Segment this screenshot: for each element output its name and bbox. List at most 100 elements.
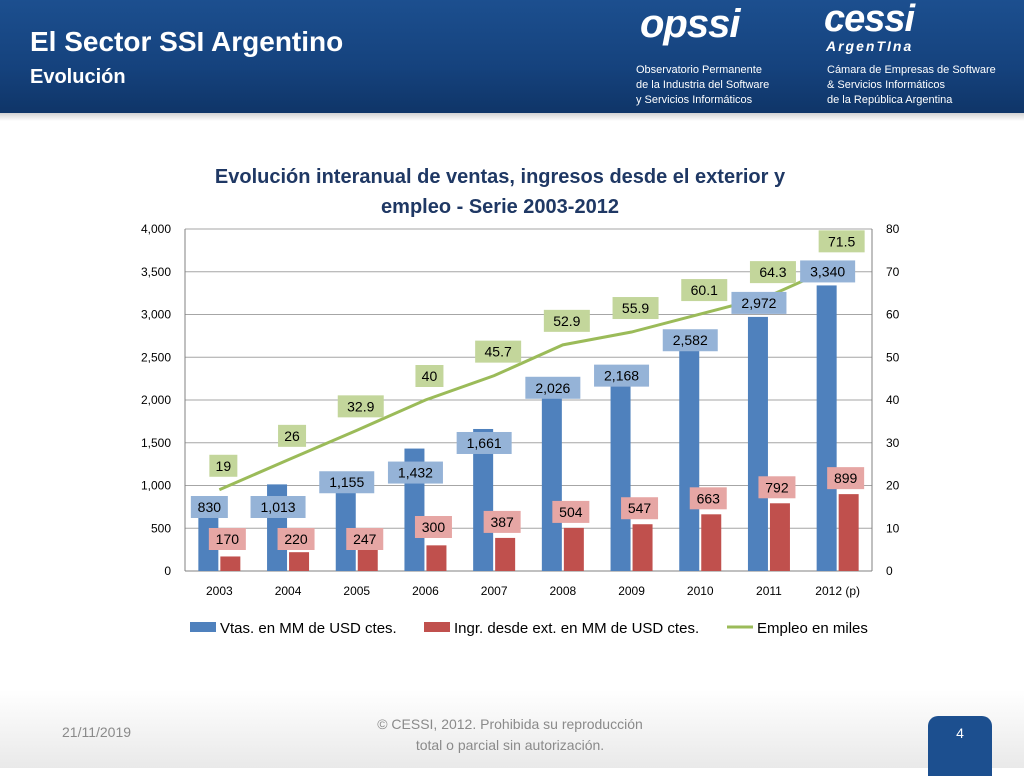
sales-bar	[541, 397, 562, 571]
employment-data-label-box	[278, 424, 307, 447]
left-axis-tick-label: 4,000	[141, 222, 171, 236]
employment-data-label: 26	[284, 428, 300, 444]
sales-data-label: 2,026	[535, 380, 570, 396]
sales-data-label: 2,168	[604, 368, 639, 384]
right-axis-tick-label: 0	[886, 564, 893, 578]
copyright-line: total o parcial sin autorización.	[415, 737, 605, 753]
exports-bar	[769, 503, 790, 571]
exports-data-label-box	[414, 516, 452, 538]
employment-data-label: 32.9	[347, 398, 374, 414]
sales-data-label: 2,972	[741, 295, 776, 311]
exports-bar	[701, 514, 722, 571]
employment-data-label-box	[543, 309, 590, 332]
employment-data-label-box	[681, 279, 728, 302]
sales-data-label-box	[731, 291, 787, 314]
exports-bar	[426, 545, 447, 571]
sales-data-label: 1,155	[329, 474, 364, 490]
sales-data-label-box	[456, 431, 512, 454]
sales-data-label: 3,340	[810, 263, 845, 279]
chart-title-line: empleo - Serie 2003-2012	[381, 196, 619, 218]
x-axis-tick-label: 2007	[481, 584, 508, 598]
opssi-line: de la Industria del Software	[636, 79, 770, 91]
sales-data-label: 1,661	[467, 435, 502, 451]
employment-data-label: 19	[216, 458, 232, 474]
exports-data-label: 170	[216, 531, 240, 547]
footer-copyright: © CESSI, 2012. Prohibida su reproducción…	[340, 714, 680, 756]
sales-data-label: 830	[198, 499, 222, 515]
x-axis-tick-label: 2010	[687, 584, 714, 598]
x-axis-tick-label: 2012 (p)	[815, 584, 860, 598]
left-axis-tick-label: 1,000	[141, 479, 171, 493]
sales-data-label-box	[250, 496, 306, 518]
exports-data-label: 504	[559, 504, 583, 520]
sales-data-label-box	[190, 496, 228, 518]
employment-data-label-box	[475, 340, 522, 363]
exports-data-label-box	[277, 528, 315, 550]
chart-title-line: Evolución interanual de ventas, ingresos…	[214, 166, 786, 188]
employment-data-label: 71.5	[828, 233, 855, 249]
exports-data-label: 792	[765, 479, 789, 495]
x-axis-tick-label: 2005	[343, 584, 370, 598]
exports-data-label-box	[208, 528, 246, 550]
right-axis-tick-label: 40	[886, 393, 900, 407]
exports-bar	[220, 556, 241, 571]
exports-data-label-box	[758, 476, 796, 499]
sales-data-label-box	[594, 364, 650, 387]
x-axis-tick-label: 2006	[412, 584, 439, 598]
exports-bar	[495, 537, 516, 571]
sales-bar	[679, 350, 700, 571]
opssi-line: Observatorio Permanente	[636, 64, 762, 76]
exports-data-label: 663	[697, 490, 721, 506]
exports-data-label-box	[621, 497, 659, 520]
left-axis-tick-label: 2,000	[141, 393, 171, 407]
x-axis-tick-label: 2009	[618, 584, 645, 598]
exports-bar	[838, 494, 859, 571]
employment-data-label-box	[415, 365, 444, 387]
right-axis-tick-label: 10	[886, 521, 900, 535]
right-axis-tick-label: 30	[886, 436, 900, 450]
exports-bar	[357, 549, 378, 571]
right-axis-tick-label: 20	[886, 479, 900, 493]
sales-data-label-box	[525, 376, 581, 399]
left-axis-tick-label: 3,000	[141, 308, 171, 322]
x-axis-tick-label: 2003	[206, 584, 233, 598]
exports-data-label-box	[346, 528, 384, 550]
sales-data-label-box	[387, 461, 443, 484]
legend-label: Empleo en miles	[757, 620, 868, 637]
left-axis-tick-label: 3,500	[141, 265, 171, 279]
opssi-logo: opssi	[640, 2, 740, 46]
left-axis-tick-label: 1,500	[141, 436, 171, 450]
employment-data-label: 45.7	[485, 344, 512, 360]
slide-title: El Sector SSI Argentino	[30, 26, 344, 57]
employment-data-label-box	[818, 230, 865, 253]
employment-data-label: 55.9	[622, 300, 649, 316]
x-axis-tick-label: 2011	[756, 584, 782, 598]
employment-data-label: 60.1	[691, 282, 718, 298]
legend-label: Vtas. en MM de USD ctes.	[220, 620, 397, 637]
exports-data-label: 300	[422, 519, 446, 535]
copyright-line: © CESSI, 2012. Prohibida su reproducción	[377, 716, 643, 732]
cessi-argentina-logo: ArgenTIna	[826, 38, 914, 54]
exports-data-label: 387	[490, 514, 514, 530]
sales-data-label: 1,432	[398, 465, 433, 481]
sales-data-label-box	[800, 260, 856, 283]
exports-data-label: 899	[834, 470, 858, 486]
sales-bar	[747, 316, 768, 571]
employment-data-label-box	[209, 454, 238, 477]
sales-bar	[473, 428, 494, 571]
opssi-description: Observatorio Permanente de la Industria …	[636, 63, 769, 108]
sales-bar	[610, 385, 631, 571]
chart-title: Evolución interanual de ventas, ingresos…	[150, 162, 850, 222]
left-axis-tick-label: 500	[151, 521, 171, 535]
employment-data-label: 64.3	[759, 264, 786, 280]
legend-swatch	[190, 622, 216, 632]
cessi-line: & Servicios Informáticos	[827, 79, 945, 91]
right-axis-tick-label: 70	[886, 265, 900, 279]
legend-swatch	[424, 622, 450, 632]
x-axis-tick-label: 2008	[549, 584, 576, 598]
exports-data-label: 220	[284, 531, 308, 547]
x-axis-tick-label: 2004	[275, 584, 302, 598]
exports-data-label-box	[827, 467, 865, 490]
sales-data-label: 1,013	[261, 499, 296, 515]
